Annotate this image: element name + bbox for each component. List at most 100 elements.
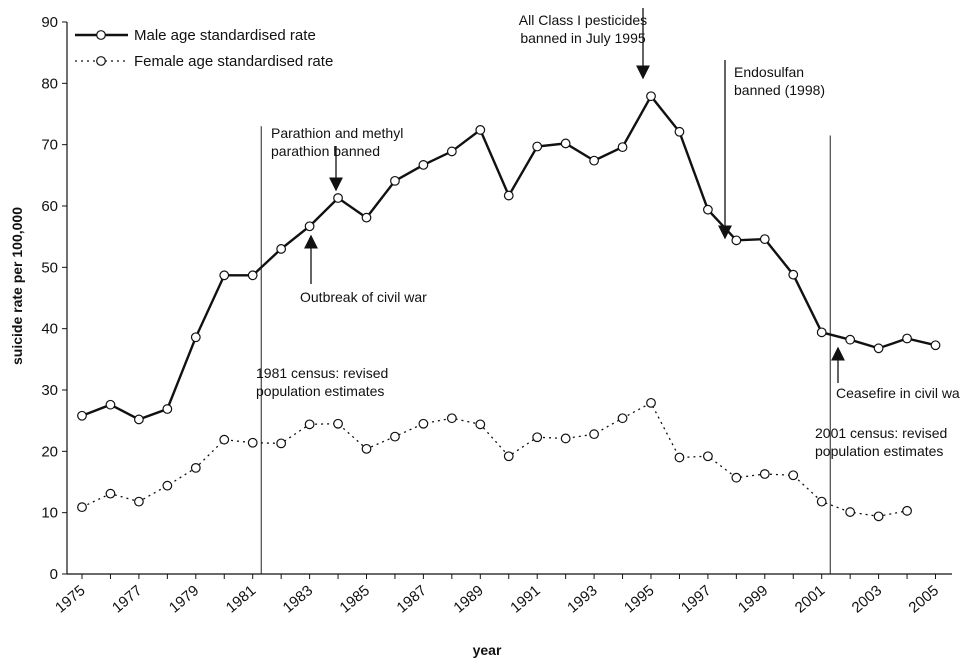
female-rate-point [503, 451, 514, 462]
x-tick-label: 1981 [223, 582, 259, 616]
male-rate-point [532, 141, 543, 152]
legend-label: Female age standardised rate [134, 53, 333, 70]
female-rate-point [902, 505, 912, 516]
female-rate-point [703, 451, 713, 462]
male-rate-point [162, 404, 173, 414]
female-rate-point [105, 488, 116, 499]
axes: 0 10 20 30 40 50 60 70 80 90 1975 1977 1979 1981 1983 1… [41, 14, 952, 617]
annotation-text: Endosulfan [734, 64, 804, 80]
female-rate-line [81, 402, 908, 517]
x-tick-label: 1987 [393, 582, 429, 616]
female-rate-point [816, 496, 827, 507]
female-rate-point [190, 462, 201, 473]
female-rate-point [390, 431, 400, 442]
legend-swatch-marker [96, 30, 106, 40]
female-rate-point [589, 429, 599, 440]
y-tick-label: 30 [41, 382, 58, 399]
y-axis-title: suicide rate per 100,000 [9, 207, 25, 365]
male-rate-point [589, 155, 599, 166]
male-rate-point [759, 234, 770, 245]
female-rate-point [731, 472, 742, 483]
y-tick-label: 90 [41, 14, 58, 31]
male-rate-point [873, 343, 884, 354]
x-tick-label: 1977 [109, 582, 145, 616]
female-rate-point [617, 413, 628, 424]
y-tick-label: 10 [41, 505, 58, 522]
female-rate-point [133, 496, 144, 507]
x-tick-label: 2001 [792, 582, 828, 616]
annotation-text: Ceasefire in civil wa [836, 385, 960, 401]
female-rate-point [333, 418, 343, 429]
x-tick-label: 1993 [564, 582, 600, 616]
legend-label: Male age standardised rate [134, 27, 316, 44]
reference-lines [260, 126, 831, 574]
y-tick-label: 60 [41, 198, 58, 215]
male-rate-point [617, 142, 628, 153]
series-layer [77, 91, 941, 522]
male-rate-point [788, 269, 799, 280]
y-tick-label: 70 [41, 137, 58, 154]
female-rate-point [77, 502, 87, 513]
annotation-text: banned (1998) [734, 82, 825, 98]
y-tick-label: 80 [41, 75, 58, 92]
annotation-text: Parathion and methyl [271, 125, 403, 141]
legend-swatch-marker [96, 56, 106, 66]
male-rate-point [503, 190, 514, 201]
annotations: Parathion and methyl parathion banned Outb… [256, 8, 960, 459]
female-rate-point [759, 469, 770, 479]
male-rate-point [703, 204, 713, 215]
female-rate-point [475, 419, 486, 430]
male-rate-point [418, 160, 429, 170]
x-tick-label: 1985 [337, 582, 373, 616]
female-rate-point [532, 432, 543, 443]
male-rate-point [731, 235, 742, 246]
male-rate-point [77, 410, 87, 421]
y-tick-label: 50 [41, 259, 58, 276]
male-rate-point [475, 125, 486, 135]
x-tick-label: 1995 [621, 582, 657, 616]
male-rate-point [247, 270, 258, 281]
male-rate-point [930, 340, 941, 351]
x-tick-label: 1991 [507, 582, 543, 616]
male-rate-point [219, 270, 230, 281]
male-rate-point [446, 146, 457, 157]
male-rate-point [902, 333, 912, 344]
male-rate-line [81, 94, 936, 421]
annotation-text: population estimates [256, 383, 384, 399]
x-tick-label: 1989 [450, 582, 486, 616]
x-axis-title: year [473, 642, 502, 658]
female-rate-point [845, 507, 856, 517]
annotation-text: Outbreak of civil war [300, 289, 427, 305]
male-rate-point [646, 91, 656, 102]
annotation-text: banned in July 1995 [520, 30, 646, 46]
male-rate-point [276, 244, 287, 254]
y-tick-label: 40 [41, 321, 58, 338]
annotation-text: 1981 census: revised [256, 365, 388, 381]
male-rate-point [361, 212, 372, 223]
female-rate-point [219, 434, 230, 445]
x-tick-label: 1997 [678, 582, 714, 616]
female-rate-point [276, 438, 287, 449]
female-rate-point [646, 397, 656, 408]
male-rate-point [133, 414, 144, 425]
female-rate-point [873, 511, 884, 522]
annotation-text: parathion banned [271, 143, 380, 159]
x-tick-label: 1975 [52, 582, 88, 616]
female-rate-point [560, 433, 571, 444]
y-tick-label: 20 [41, 443, 58, 460]
male-rate-point [190, 332, 201, 343]
x-tick-label: 1983 [280, 582, 316, 616]
annotation-text: 2001 census: revised [815, 425, 947, 441]
legend-box [70, 24, 378, 78]
x-tick-label: 2005 [906, 582, 942, 616]
annotation-text: All Class I pesticides [519, 12, 647, 28]
female-rate-point [247, 437, 258, 448]
male-rate-point [674, 126, 685, 137]
male-rate-point [304, 221, 315, 232]
annotation-text: population estimates [815, 443, 943, 459]
x-tick-label: 2003 [849, 582, 885, 616]
female-rate-point [788, 470, 799, 481]
female-rate-point [162, 480, 173, 491]
male-rate-point [333, 193, 343, 203]
